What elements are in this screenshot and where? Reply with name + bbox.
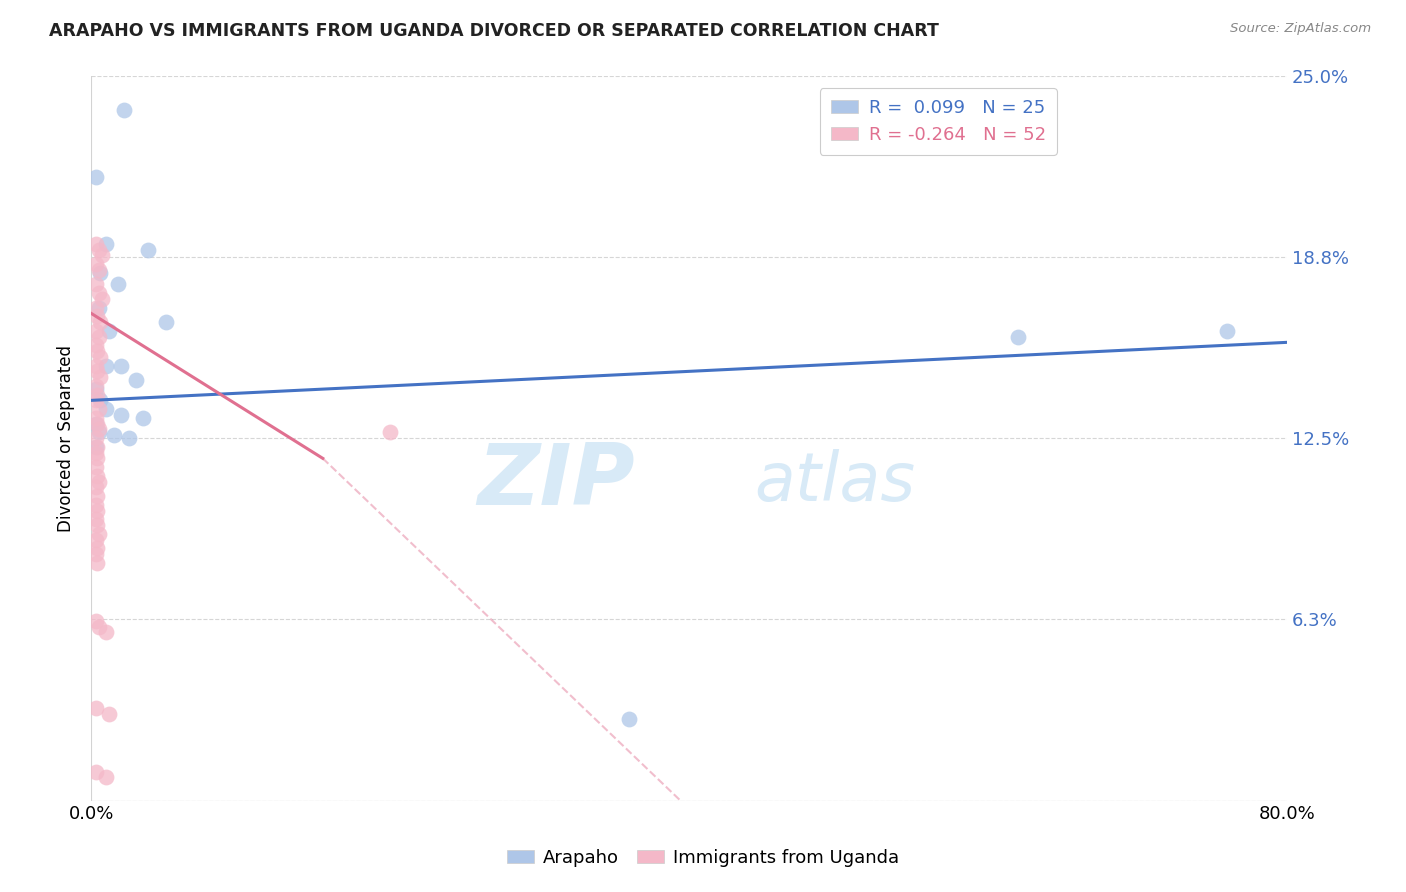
Point	[117, 431, 139, 445]
Point	[86, 440, 108, 454]
Point	[132, 410, 155, 425]
Point	[84, 480, 107, 494]
Point	[94, 402, 117, 417]
Point	[87, 286, 110, 301]
Point	[87, 263, 110, 277]
Point	[86, 503, 108, 517]
Point	[86, 451, 108, 466]
Point	[84, 445, 107, 459]
Point	[1007, 329, 1029, 343]
Point	[84, 547, 107, 561]
Point	[94, 771, 117, 785]
Point	[84, 533, 107, 547]
Point	[1216, 324, 1239, 338]
Point	[87, 301, 110, 315]
Point	[84, 614, 107, 628]
Point	[84, 440, 107, 454]
Point	[89, 370, 111, 384]
Point	[84, 701, 107, 715]
Point	[87, 526, 110, 541]
Point	[86, 518, 108, 533]
Point	[110, 359, 132, 373]
Point	[136, 243, 159, 257]
Point	[94, 236, 117, 251]
Point	[87, 475, 110, 489]
Y-axis label: Divorced or Separated: Divorced or Separated	[58, 344, 75, 532]
Legend: R =  0.099   N = 25, R = -0.264   N = 52: R = 0.099 N = 25, R = -0.264 N = 52	[820, 88, 1056, 155]
Point	[84, 393, 107, 408]
Point	[87, 422, 110, 436]
Text: Source: ZipAtlas.com: Source: ZipAtlas.com	[1230, 22, 1371, 36]
Point	[84, 764, 107, 779]
Point	[112, 103, 135, 118]
Point	[89, 393, 111, 408]
Point	[84, 460, 107, 475]
Point	[617, 713, 640, 727]
Point	[98, 324, 121, 338]
Point	[89, 350, 111, 364]
Point	[84, 379, 107, 393]
Point	[86, 344, 108, 359]
Point	[90, 248, 112, 262]
Point	[86, 541, 108, 556]
Text: atlas: atlas	[755, 449, 915, 515]
Point	[125, 373, 148, 387]
Point	[87, 402, 110, 417]
Point	[155, 315, 177, 329]
Point	[86, 468, 108, 483]
Point	[84, 277, 107, 292]
Point	[103, 428, 125, 442]
Point	[84, 257, 107, 271]
Point	[87, 425, 110, 440]
Point	[84, 498, 107, 512]
Point	[86, 417, 108, 431]
Point	[86, 387, 108, 401]
Point	[84, 301, 107, 315]
Point	[89, 315, 111, 329]
Point	[84, 382, 107, 396]
Legend: Arapaho, Immigrants from Uganda: Arapaho, Immigrants from Uganda	[499, 842, 907, 874]
Point	[107, 277, 129, 292]
Point	[87, 243, 110, 257]
Point	[90, 292, 112, 306]
Point	[84, 169, 107, 184]
Text: ARAPAHO VS IMMIGRANTS FROM UGANDA DIVORCED OR SEPARATED CORRELATION CHART: ARAPAHO VS IMMIGRANTS FROM UGANDA DIVORC…	[49, 22, 939, 40]
Point	[378, 425, 401, 440]
Point	[84, 338, 107, 352]
Point	[86, 489, 108, 503]
Point	[87, 329, 110, 343]
Point	[94, 359, 117, 373]
Point	[84, 512, 107, 526]
Point	[86, 556, 108, 570]
Point	[84, 410, 107, 425]
Point	[84, 236, 107, 251]
Point	[86, 364, 108, 378]
Point	[84, 431, 107, 445]
Text: ZIP: ZIP	[478, 440, 636, 523]
Point	[89, 266, 111, 280]
Point	[87, 619, 110, 633]
Point	[86, 310, 108, 324]
Point	[98, 706, 121, 721]
Point	[110, 408, 132, 422]
Point	[84, 324, 107, 338]
Point	[84, 359, 107, 373]
Point	[94, 625, 117, 640]
Point	[84, 417, 107, 431]
